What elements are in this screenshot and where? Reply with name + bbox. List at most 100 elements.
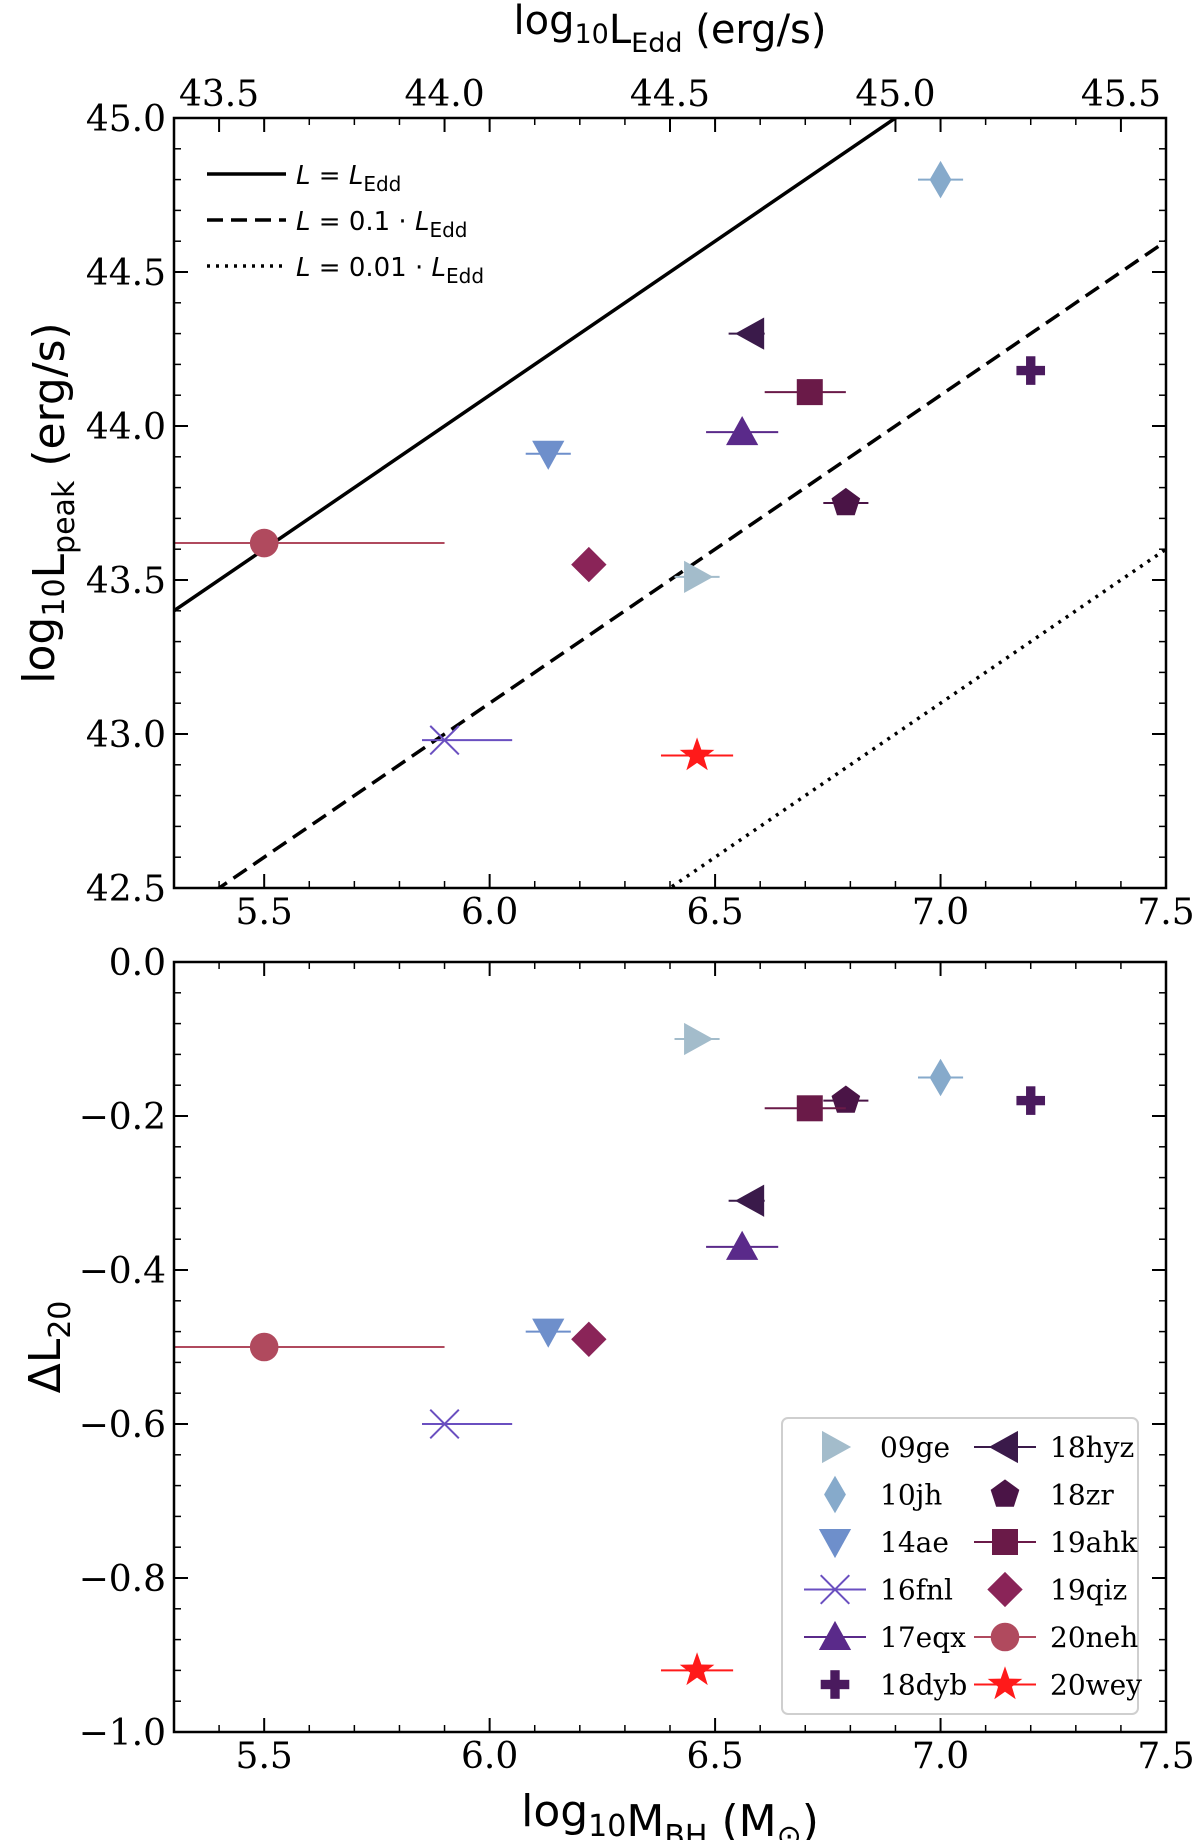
marker-20wey [679, 737, 715, 771]
point-18hyz [728, 1184, 765, 1217]
marker-20neh [249, 1332, 279, 1362]
legend-marker-19qiz [987, 1571, 1023, 1608]
legend-label-dotted: L = 0.01 · LEdd [296, 253, 484, 288]
point-16fnl [422, 725, 513, 756]
x2-tick-label: 45.5 [1081, 74, 1161, 115]
legend-label-09ge: 09ge [880, 1431, 950, 1464]
point-19ahk [764, 379, 846, 406]
legend-item-14ae: 14ae [818, 1526, 949, 1559]
legend-marker-18hyz [988, 1430, 1018, 1464]
y-tick-label: −0.6 [79, 1405, 166, 1446]
legend-item-18dyb: 18dyb [820, 1669, 967, 1702]
legend-marker-09ge [822, 1430, 852, 1464]
top-y-axis-title: log10Lpeak (erg/s) [14, 322, 82, 683]
legend-marker-20wey-shape [987, 1666, 1023, 1700]
marker-19qiz-shape [571, 546, 607, 583]
legend-marker-17eqx-shape [818, 1620, 852, 1650]
x-axis-title: log10MBH (M⊙) [521, 1786, 819, 1840]
eddington-line-dashed [215, 239, 1166, 888]
legend-marker-17eqx [818, 1620, 852, 1650]
bottom-panel: 5.5 6.0 6.5 7.0 7.5 −1.0 −0.8 −0.6 −0.4 −0.2 0.0 ΔL… [20, 943, 1195, 1840]
legend-marker-20neh-shape [990, 1622, 1020, 1652]
legend-label-solid: L = LEdd [296, 161, 401, 196]
legend-item-18hyz: 18hyz [974, 1430, 1134, 1464]
marker-19qiz-shape [571, 1321, 607, 1357]
legend-label-20neh: 20neh [1050, 1621, 1138, 1654]
top-ticks: 5.5 6.0 6.5 7.0 7.5 42.5 43.0 43.5 44.0 44.5 45.0 4… [86, 74, 1195, 933]
point-14ae [525, 440, 571, 470]
point-20wey [660, 1652, 734, 1686]
legend-label-16fnl: 16fnl [880, 1574, 953, 1607]
legend-marker-18hyz-shape [988, 1430, 1018, 1464]
legend-marker-19qiz-shape [987, 1571, 1023, 1608]
marker-18zr [831, 487, 861, 516]
marker-18hyz [735, 1184, 765, 1217]
y-tick-label: −0.4 [79, 1251, 166, 1292]
marker-18hyz-shape [735, 317, 765, 350]
point-19ahk [764, 1095, 846, 1122]
legend-marker-14ae [818, 1529, 852, 1559]
marker-16fnl-stroke-b [429, 725, 460, 756]
marker-18dyb-bar-v [1026, 1086, 1036, 1115]
y-tick-label: −0.2 [79, 1097, 166, 1138]
legend-item-20wey: 20wey [974, 1666, 1142, 1702]
marker-20neh [249, 528, 279, 558]
marker-19ahk [796, 379, 823, 406]
legend-item-19ahk: 19ahk [974, 1526, 1138, 1559]
marker-10jh [929, 160, 952, 199]
x-tick-label: 6.5 [686, 1736, 743, 1777]
legend-item-17eqx: 17eqx [804, 1620, 966, 1654]
marker-17eqx [726, 1230, 759, 1260]
bottom-y-axis-title: ΔL20 [20, 1301, 78, 1394]
marker-18zr [831, 1085, 861, 1113]
marker-19qiz [571, 1321, 607, 1357]
point-09ge [674, 560, 720, 594]
point-09ge [674, 1022, 720, 1056]
legend-marker-20wey [987, 1666, 1023, 1700]
marker-18dyb [1016, 356, 1046, 385]
legend-marker-18dyb [820, 1670, 850, 1699]
y-tick-label: −1.0 [79, 1713, 166, 1754]
marker-10jh-shape [929, 1058, 952, 1097]
marker-20neh-shape [249, 1332, 279, 1362]
y-tick-label: 0.0 [109, 943, 166, 984]
x-tick-label: 6.5 [686, 892, 743, 933]
top-eddington-lines [174, 118, 1166, 888]
x2-tick-label: 45.0 [855, 74, 935, 115]
point-18hyz [728, 317, 765, 350]
marker-18zr-shape [831, 487, 861, 516]
x-tick-label: 6.0 [461, 892, 518, 933]
y-tick-label: 43.5 [86, 561, 166, 602]
marker-16fnl [429, 1408, 460, 1440]
legend-box [781, 1417, 1139, 1715]
marker-09ge [684, 560, 714, 594]
legend-label-dashed: L = 0.1 · LEdd [296, 207, 468, 242]
y-tick-label: 42.5 [86, 869, 166, 910]
marker-19ahk-shape [796, 1095, 823, 1122]
marker-20neh-shape [249, 528, 279, 558]
legend-label-19ahk: 19ahk [1050, 1526, 1138, 1559]
legend-label-18dyb: 18dyb [880, 1669, 967, 1702]
marker-14ae-shape [532, 440, 565, 470]
object-legend: 09ge 10jh 14ae 16fnl 17eqx 18dyb 18hyz 18zr 19ah… [781, 1417, 1142, 1715]
marker-16fnl-stroke-b [429, 1408, 460, 1440]
legend-item-09ge: 09ge [822, 1430, 950, 1464]
x2-tick-label: 44.0 [404, 74, 484, 115]
marker-20wey-shape [679, 1652, 715, 1686]
point-17eqx [706, 416, 779, 446]
marker-17eqx [726, 416, 759, 446]
legend-item-19qiz: 19qiz [987, 1571, 1127, 1608]
marker-18hyz-shape [735, 1184, 765, 1217]
marker-10jh [929, 1058, 952, 1097]
x-tick-label: 7.0 [912, 892, 969, 933]
x-tick-label: 7.5 [1137, 892, 1194, 933]
bottom-points [174, 1022, 1046, 1686]
y-tick-label: −0.8 [79, 1559, 166, 1600]
legend-marker-09ge-shape [822, 1430, 852, 1464]
legend-label-10jh: 10jh [880, 1479, 942, 1512]
marker-18zr-shape [831, 1085, 861, 1113]
x-tick-label: 5.5 [236, 1736, 293, 1777]
marker-09ge-shape [684, 1022, 714, 1056]
y-tick-label: 44.0 [86, 407, 166, 448]
y-tick-label: 45.0 [86, 99, 166, 140]
